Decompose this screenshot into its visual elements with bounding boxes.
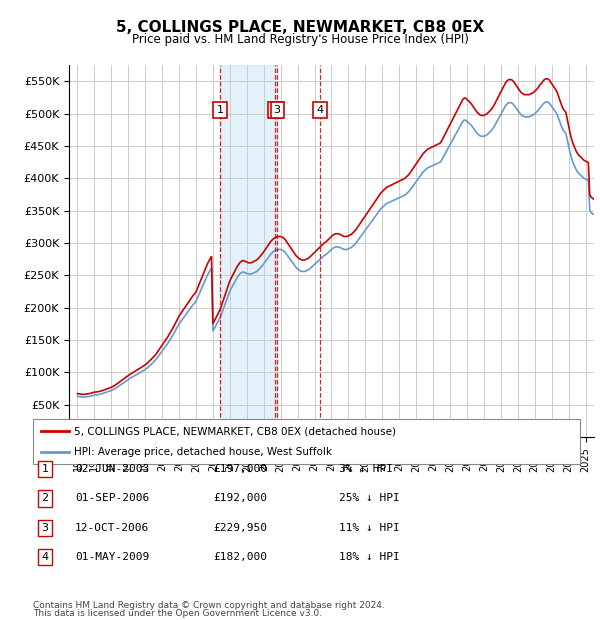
Text: £229,950: £229,950 <box>213 523 267 533</box>
Text: 2: 2 <box>41 494 49 503</box>
Text: 01-MAY-2009: 01-MAY-2009 <box>75 552 149 562</box>
Bar <box>220 65 277 437</box>
Text: 18% ↓ HPI: 18% ↓ HPI <box>339 552 400 562</box>
Text: 12-OCT-2006: 12-OCT-2006 <box>75 523 149 533</box>
Text: £197,000: £197,000 <box>213 464 267 474</box>
Text: Contains HM Land Registry data © Crown copyright and database right 2024.: Contains HM Land Registry data © Crown c… <box>33 601 385 610</box>
Text: £192,000: £192,000 <box>213 494 267 503</box>
Text: 01-SEP-2006: 01-SEP-2006 <box>75 494 149 503</box>
Text: 25% ↓ HPI: 25% ↓ HPI <box>339 494 400 503</box>
Text: 11% ↓ HPI: 11% ↓ HPI <box>339 523 400 533</box>
Text: £182,000: £182,000 <box>213 552 267 562</box>
Text: 1: 1 <box>41 464 49 474</box>
Text: 5, COLLINGS PLACE, NEWMARKET, CB8 0EX: 5, COLLINGS PLACE, NEWMARKET, CB8 0EX <box>116 20 484 35</box>
Text: 4: 4 <box>317 105 324 115</box>
FancyBboxPatch shape <box>33 419 580 464</box>
Text: 3% ↓ HPI: 3% ↓ HPI <box>339 464 393 474</box>
Text: Price paid vs. HM Land Registry's House Price Index (HPI): Price paid vs. HM Land Registry's House … <box>131 33 469 46</box>
Text: 4: 4 <box>41 552 49 562</box>
Text: 02-JUN-2003: 02-JUN-2003 <box>75 464 149 474</box>
Text: This data is licensed under the Open Government Licence v3.0.: This data is licensed under the Open Gov… <box>33 609 322 618</box>
Text: 3: 3 <box>274 105 281 115</box>
Text: 5, COLLINGS PLACE, NEWMARKET, CB8 0EX (detached house): 5, COLLINGS PLACE, NEWMARKET, CB8 0EX (d… <box>74 427 396 436</box>
Text: 2: 2 <box>272 105 278 115</box>
Text: 3: 3 <box>41 523 49 533</box>
Text: HPI: Average price, detached house, West Suffolk: HPI: Average price, detached house, West… <box>74 447 332 457</box>
Text: 1: 1 <box>217 105 224 115</box>
